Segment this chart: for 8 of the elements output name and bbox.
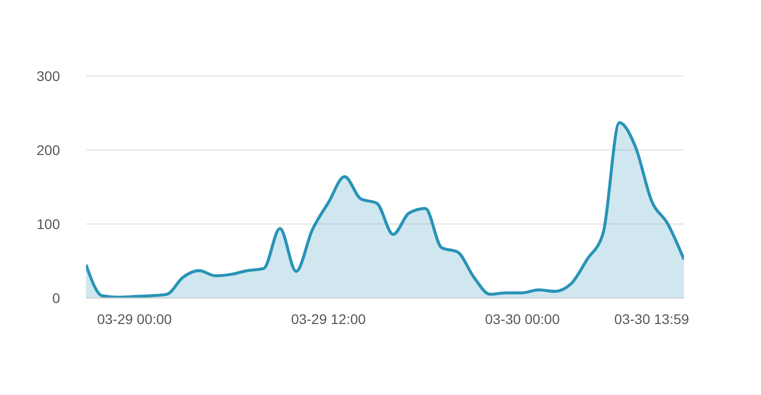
y-tick-label: 300 xyxy=(36,68,60,84)
x-tick-label: 03-30 00:00 xyxy=(485,310,560,327)
x-tick-label: 03-30 13:59 xyxy=(614,310,690,327)
y-tick-label: 0 xyxy=(52,290,60,306)
x-tick-label: 03-29 12:00 xyxy=(291,310,366,327)
y-tick-label: 200 xyxy=(36,142,60,158)
y-tick-label: 100 xyxy=(36,216,60,232)
x-tick-label: 03-29 00:00 xyxy=(97,310,172,327)
